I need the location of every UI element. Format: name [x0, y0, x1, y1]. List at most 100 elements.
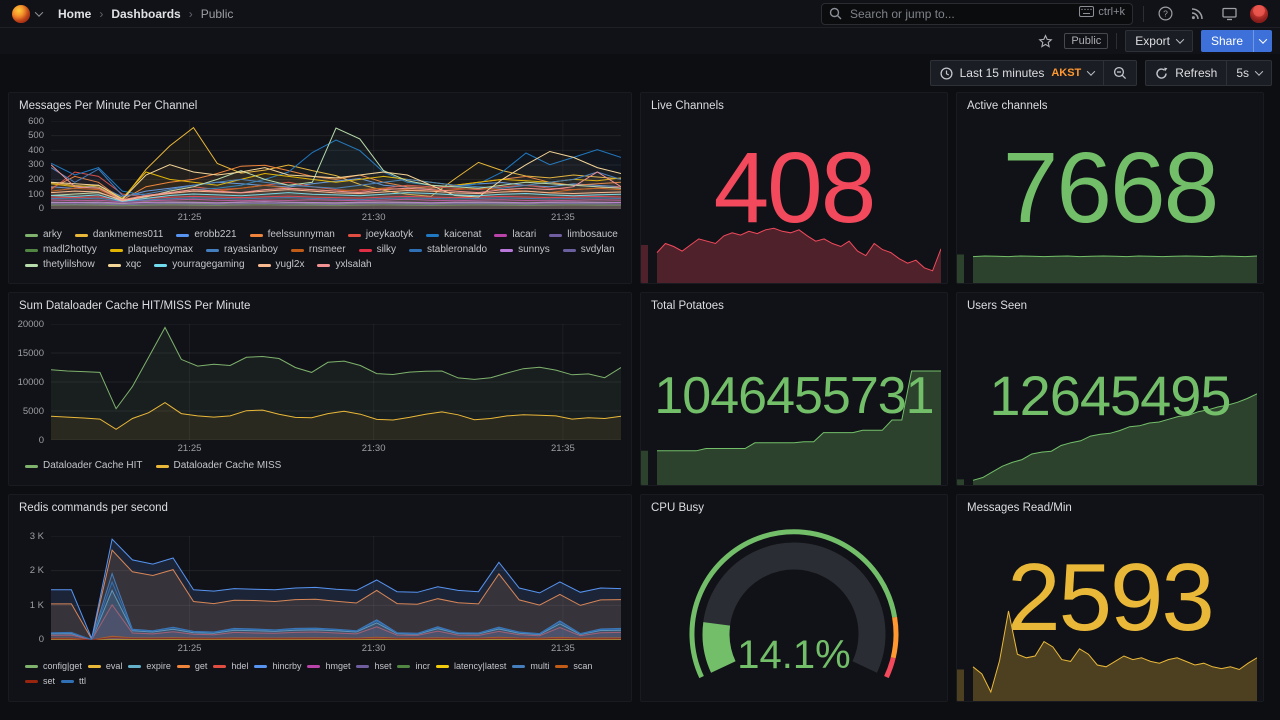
top-nav: Home › Dashboards › Public ctrl+k ?: [0, 0, 1280, 28]
refresh-interval-dropdown[interactable]: 5s: [1226, 60, 1272, 86]
export-button[interactable]: Export: [1125, 30, 1193, 52]
chevron-down-icon[interactable]: [34, 7, 44, 17]
legend-swatch: [494, 233, 508, 237]
time-range-picker[interactable]: Last 15 minutes AKST: [929, 60, 1104, 86]
panel-live-channels: Live Channels 408: [640, 92, 948, 284]
legend-item[interactable]: latency|latest: [436, 660, 506, 672]
panel-title[interactable]: Messages Read/Min: [967, 502, 1072, 514]
legend-item[interactable]: Dataloader Cache MISS: [155, 460, 281, 472]
legend-item[interactable]: silky: [358, 244, 396, 256]
legend-item[interactable]: ttl: [61, 675, 86, 687]
legend-item[interactable]: yxlsalah: [317, 259, 372, 271]
legend-swatch: [25, 679, 38, 683]
legend-swatch: [257, 263, 271, 267]
panel-title[interactable]: Messages Per Minute Per Channel: [19, 100, 198, 112]
timeseries-plot[interactable]: [51, 121, 621, 209]
search-input[interactable]: [821, 2, 1133, 25]
panel-title[interactable]: Total Potatoes: [651, 300, 724, 312]
legend-item[interactable]: eval: [87, 660, 122, 672]
legend-item[interactable]: sunnys: [500, 244, 550, 256]
stat-value: 7668: [1002, 132, 1219, 244]
x-axis-labels: 21:25 21:30 21:35: [177, 212, 575, 223]
legend-item[interactable]: Dataloader Cache HIT: [25, 460, 143, 472]
legend-item[interactable]: dankmemes011: [74, 229, 163, 241]
legend: Dataloader Cache HIT Dataloader Cache MIS…: [19, 460, 621, 472]
legend-swatch: [347, 233, 361, 237]
help-icon[interactable]: ?: [1154, 3, 1176, 25]
panel-title[interactable]: Live Channels: [651, 100, 724, 112]
legend-item[interactable]: xqc: [107, 259, 141, 271]
legend-item[interactable]: hincrby: [254, 660, 301, 672]
visibility-tag: Public: [1064, 33, 1109, 49]
legend-item[interactable]: plaqueboymax: [109, 244, 193, 256]
legend-swatch: [254, 664, 268, 668]
legend-item[interactable]: yugl2x: [257, 259, 304, 271]
panel-title[interactable]: Sum Dataloader Cache HIT/MISS Per Minute: [19, 300, 251, 312]
favorite-star-icon[interactable]: [1034, 30, 1056, 52]
legend-item[interactable]: rnsmeer: [290, 244, 346, 256]
zoom-out-button[interactable]: [1103, 60, 1138, 86]
sparkline: [957, 610, 1257, 701]
chevron-down-icon: [1258, 35, 1268, 44]
legend-item[interactable]: rayasianboy: [205, 244, 278, 256]
legend-swatch: [426, 233, 440, 237]
panel-title[interactable]: CPU Busy: [651, 502, 705, 514]
breadcrumb-public[interactable]: Public: [200, 6, 234, 21]
legend-item[interactable]: stableronaldo: [409, 244, 487, 256]
panel-active-channels: Active channels 7668: [956, 92, 1264, 284]
panel-title[interactable]: Users Seen: [967, 300, 1028, 312]
gauge-value: 14.1%: [737, 633, 850, 677]
svg-text:?: ?: [1163, 8, 1168, 18]
legend-swatch: [87, 664, 101, 668]
legend-item[interactable]: lacari: [494, 229, 536, 241]
grafana-logo[interactable]: [12, 4, 30, 23]
legend-swatch: [358, 248, 372, 252]
legend-item[interactable]: hset: [356, 660, 391, 672]
timeseries-plot[interactable]: [51, 536, 621, 640]
news-icon[interactable]: [1186, 3, 1208, 25]
legend-item[interactable]: config|get: [25, 660, 82, 672]
legend-item[interactable]: get: [176, 660, 207, 672]
sparkline: [957, 393, 1257, 485]
monitor-icon[interactable]: [1218, 3, 1240, 25]
legend-item[interactable]: yourragegaming: [154, 259, 245, 271]
chevron-down-icon: [1175, 35, 1185, 44]
breadcrumb-home[interactable]: Home: [58, 6, 92, 21]
legend-item[interactable]: madl2hottyy: [25, 244, 97, 256]
legend-item[interactable]: joeykaotyk: [347, 229, 413, 241]
legend-item[interactable]: thetylilshow: [25, 259, 95, 271]
legend-item[interactable]: kaicenat: [426, 229, 481, 241]
refresh-button[interactable]: Refresh: [1145, 60, 1227, 86]
legend-swatch: [307, 664, 321, 668]
stat-value: 12645495: [989, 364, 1231, 427]
legend-item[interactable]: limbosauce: [549, 229, 618, 241]
legend-item[interactable]: scan: [555, 660, 592, 672]
legend-item[interactable]: hdel: [213, 660, 248, 672]
legend-item[interactable]: svdylan: [562, 244, 615, 256]
legend-item[interactable]: feelssunnyman: [249, 229, 335, 241]
shortcut-hint: ctrl+k: [1079, 6, 1125, 18]
legend-item[interactable]: incr: [397, 660, 430, 672]
legend-item[interactable]: hmget: [307, 660, 350, 672]
panel-title[interactable]: Active channels: [967, 100, 1048, 112]
panel-title[interactable]: Redis commands per second: [19, 502, 168, 514]
dashboard-toolbar: Public Export Share: [0, 28, 1280, 54]
share-button[interactable]: Share: [1200, 30, 1272, 52]
legend-swatch: [397, 664, 411, 668]
legend-item[interactable]: arky: [25, 229, 62, 241]
share-dropdown[interactable]: [1253, 30, 1272, 52]
legend-swatch: [290, 248, 304, 252]
legend-item[interactable]: multi: [512, 660, 549, 672]
legend-swatch: [409, 248, 423, 252]
legend-item[interactable]: expire: [128, 660, 171, 672]
avatar[interactable]: [1250, 4, 1268, 23]
legend: arky dankmemes011 erobb221 feelssunnyman joe…: [19, 229, 621, 271]
stat-value: 2593: [1007, 544, 1215, 651]
legend-item[interactable]: erobb221: [176, 229, 237, 241]
timeseries-plot[interactable]: [51, 324, 621, 440]
legend-item[interactable]: set: [25, 675, 55, 687]
legend-swatch: [25, 263, 38, 267]
breadcrumb-dashboards[interactable]: Dashboards: [111, 6, 181, 21]
